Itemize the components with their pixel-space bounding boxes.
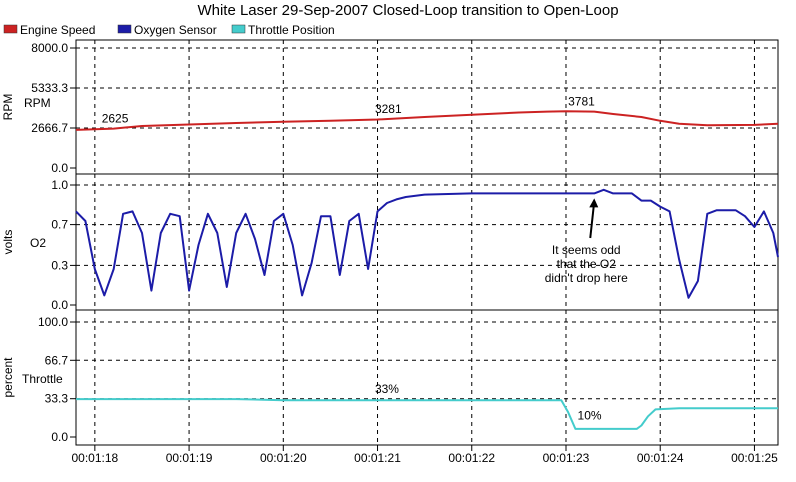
annotation-text: didn't drop here (545, 271, 628, 285)
legend-item-0: Engine Speed (3, 23, 95, 37)
panel-0: 0.0 2666.7 5333.3 8000.0 RPM RPM 2625 3281 3781 (1, 39, 779, 175)
units-label: RPM (1, 94, 15, 121)
legend-swatch (117, 24, 132, 34)
legend-swatch (231, 24, 246, 34)
y-tick-label: 5333.3 (31, 81, 68, 95)
data-label: 33% (375, 382, 399, 396)
data-label: 3281 (375, 102, 402, 116)
y-tick-label: 0.0 (51, 430, 68, 444)
x-tick-label: 00:01:25 (731, 451, 778, 465)
y-tick-label: 0.0 (51, 161, 68, 175)
y-tick-label: 0.3 (51, 258, 68, 272)
data-label: 3781 (568, 94, 595, 108)
legend-label: Oxygen Sensor (134, 23, 217, 37)
y-tick-label: 66.7 (45, 353, 69, 367)
y-tick-label: 0.0 (51, 298, 68, 312)
x-tick-label: 00:01:23 (543, 451, 590, 465)
panel-ylabel: O2 (30, 236, 46, 250)
series-line-engine-speed (75, 110, 779, 131)
y-tick-label: 2666.7 (31, 121, 68, 135)
y-tick-label: 100.0 (38, 315, 68, 329)
units-label: volts (1, 230, 15, 255)
units-label: percent (1, 357, 15, 398)
panel-ylabel: RPM (24, 96, 51, 110)
legend-label: Throttle Position (248, 23, 335, 37)
y-tick-label: 8000.0 (31, 41, 68, 55)
annotation-text: It seems odd (552, 243, 621, 257)
annotation-text: that the O2 (557, 257, 617, 271)
y-tick-label: 33.3 (45, 392, 69, 406)
legend-swatch (3, 24, 18, 34)
chart-title: White Laser 29-Sep-2007 Closed-Loop tran… (197, 2, 618, 19)
x-tick-label: 00:01:21 (354, 451, 401, 465)
panel-ylabel: Throttle (22, 372, 63, 386)
panel-frame (75, 309, 779, 446)
data-label: 10% (578, 409, 602, 423)
y-tick-label: 0.7 (51, 218, 68, 232)
x-axis: 00:01:18 00:01:19 00:01:20 00:01:21 00:01:22… (71, 445, 778, 465)
legend-item-1: Oxygen Sensor (117, 23, 217, 37)
x-tick-label: 00:01:22 (448, 451, 495, 465)
x-tick-label: 00:01:24 (637, 451, 684, 465)
x-tick-label: 00:01:18 (71, 451, 118, 465)
y-tick-label: 1.0 (51, 178, 68, 192)
legend: Engine Speed Oxygen Sensor Throttle Positi… (3, 23, 335, 37)
series-line-throttle-position (76, 398, 778, 430)
x-tick-label: 00:01:20 (260, 451, 307, 465)
annotation-arrow (589, 201, 596, 239)
data-label: 2625 (102, 112, 129, 126)
panel-frame (75, 39, 779, 175)
annotation-arrowhead (589, 198, 599, 208)
series-line-oxygen-sensor (75, 188, 779, 299)
legend-item-2: Throttle Position (231, 23, 335, 37)
legend-label: Engine Speed (20, 23, 95, 37)
panel-2: 0.0 33.3 66.7 100.0 percent Throttle 33% 10% (1, 309, 779, 446)
x-tick-label: 00:01:19 (166, 451, 213, 465)
